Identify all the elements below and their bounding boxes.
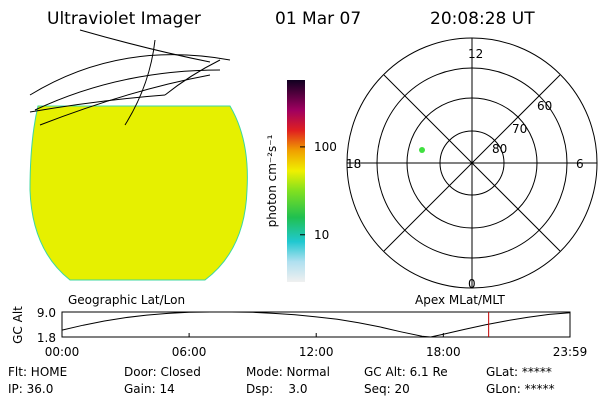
polar-label: Apex MLat/MLT: [415, 293, 505, 307]
time: 20:08:28 UT: [430, 9, 535, 29]
x-tick-label: 06:00: [172, 345, 207, 359]
instrument: Ultraviolet Imager: [47, 9, 201, 29]
status-field: Gain: 14: [124, 382, 175, 396]
altitude-ylabel: GC Alt: [11, 306, 25, 344]
status-field: Seq: 20: [364, 382, 410, 396]
colorbar: [287, 80, 305, 282]
image-label: Geographic Lat/Lon: [68, 293, 185, 307]
mlt-label: 0: [468, 277, 476, 291]
mlt-label: 12: [468, 47, 483, 61]
status-field: Door: Closed: [124, 365, 201, 379]
mlat-label: 70: [512, 122, 527, 136]
y-tick-label: 9.0: [37, 306, 56, 320]
date: 01 Mar 07: [275, 9, 361, 29]
status-field: Flt: HOME: [8, 365, 67, 379]
colorbar-tick-label: 10: [314, 228, 329, 242]
status-field: GLon: *****: [486, 382, 555, 396]
altitude-line: [61, 311, 571, 338]
status-field: Mode: Normal: [246, 365, 330, 379]
x-tick-label: 18:00: [426, 345, 461, 359]
mlat-label: 80: [492, 142, 507, 156]
mlt-label: 18: [346, 157, 361, 171]
footer: Flt: HOME Door: Closed Mode: Normal GC Alt:…: [8, 365, 555, 396]
mlat-label: 60: [537, 99, 552, 113]
polar-grid: [346, 37, 598, 289]
status-field: Dsp: 3.0: [246, 382, 308, 396]
colorbar-label: photon cm⁻²s⁻¹: [265, 134, 279, 227]
mlt-label: 6: [576, 157, 584, 171]
position-dot: [419, 147, 425, 153]
x-tick-label: 23:59: [553, 345, 588, 359]
status-field: GC Alt: 6.1 Re: [364, 365, 448, 379]
y-tick-label: 1.8: [37, 331, 56, 345]
image-panel: [29, 29, 248, 281]
status-field: GLat: *****: [486, 365, 552, 379]
x-tick-label: 12:00: [299, 345, 334, 359]
x-tick-label: 00:00: [45, 345, 80, 359]
status-field: IP: 36.0: [8, 382, 53, 396]
colorbar-tick-label: 100: [314, 140, 337, 154]
